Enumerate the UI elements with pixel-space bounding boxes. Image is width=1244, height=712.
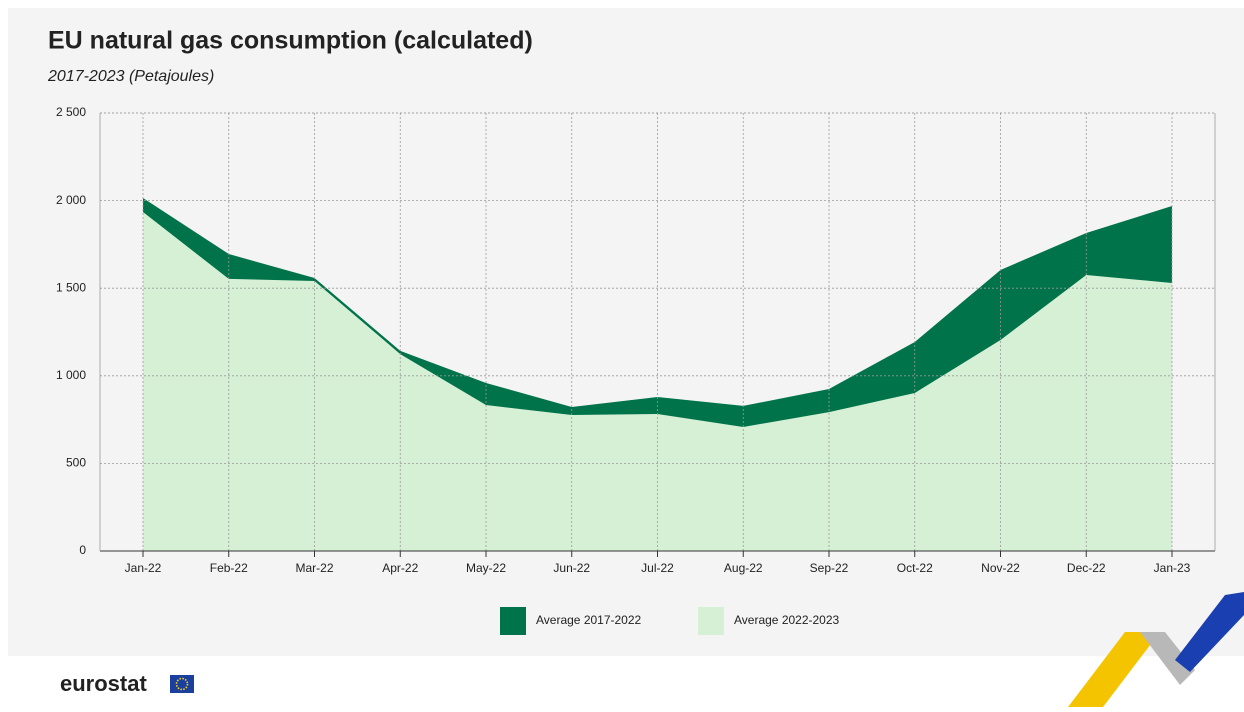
decoration [1068, 592, 1244, 707]
x-tick-label: Jan-23 [1154, 561, 1191, 575]
y-tick-label: 1 500 [56, 280, 86, 294]
legend-swatch [698, 607, 724, 635]
eu-flag [170, 675, 194, 693]
x-tick-label: Oct-22 [897, 561, 933, 575]
legend-label: Average 2022-2023 [734, 613, 840, 627]
logo-text: eurostat [60, 671, 147, 696]
x-tick-label: May-22 [466, 561, 506, 575]
chevron-gray [1140, 632, 1195, 685]
x-tick-label: Jun-22 [553, 561, 590, 575]
chevron-yellow [1068, 632, 1160, 707]
logo: eurostat [60, 671, 194, 696]
x-tick-label: Sep-22 [810, 561, 849, 575]
y-tick-label: 1 000 [56, 368, 86, 382]
x-tick-label: Jan-22 [125, 561, 162, 575]
x-tick-label: Feb-22 [210, 561, 248, 575]
y-tick-label: 0 [79, 543, 86, 557]
x-tick-label: Jul-22 [641, 561, 674, 575]
y-tick-label: 2 500 [56, 105, 86, 119]
legend-swatch [500, 607, 526, 635]
chart-title: EU natural gas consumption (calculated) [48, 27, 533, 55]
x-tick-label: Dec-22 [1067, 561, 1106, 575]
x-tick-label: Mar-22 [295, 561, 333, 575]
eu-stars [175, 677, 189, 691]
y-tick-label: 500 [66, 456, 86, 470]
x-tick-label: Nov-22 [981, 561, 1020, 575]
chart-subtitle: 2017-2023 (Petajoules) [47, 68, 214, 85]
chevron-blue [1175, 592, 1244, 672]
y-tick-label: 2 000 [56, 193, 86, 207]
legend-label: Average 2017-2022 [536, 613, 642, 627]
x-tick-label: Apr-22 [382, 561, 418, 575]
x-tick-label: Aug-22 [724, 561, 763, 575]
